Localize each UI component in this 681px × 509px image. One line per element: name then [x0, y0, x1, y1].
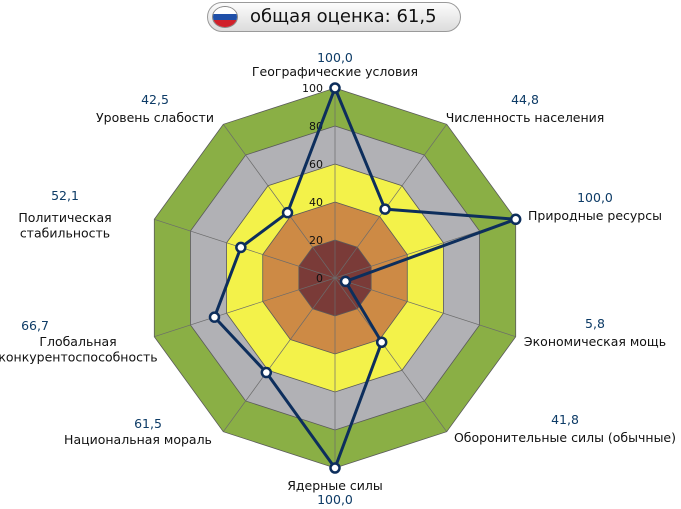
axis-label-2: Природные ресурсы — [528, 208, 662, 223]
axis-label-5: Ядерные силы — [287, 478, 383, 493]
value-label-4: 41,8 — [551, 412, 579, 427]
data-point-7 — [208, 311, 221, 323]
axis-label-9: Уровень слабости — [96, 110, 214, 125]
axis-label-4: Оборонительные силы (обычные) — [454, 430, 676, 445]
value-label-9: 42,5 — [141, 92, 169, 107]
r-tick-label-20: 20 — [309, 234, 323, 247]
data-point-2 — [509, 213, 522, 226]
axis-label-8: Политическая стабильность — [18, 210, 111, 241]
r-tick-label-40: 40 — [309, 196, 323, 209]
value-label-6: 61,5 — [134, 416, 162, 431]
spoke-7 — [154, 277, 336, 338]
r-tick-label-60: 60 — [309, 158, 323, 171]
value-label-3: 5,8 — [585, 316, 605, 331]
axis-label-3: Экономическая мощь — [524, 334, 666, 349]
data-point-0 — [329, 82, 341, 94]
value-label-5: 100,0 — [317, 492, 353, 507]
value-label-8: 52,1 — [51, 188, 79, 203]
axis-label-6: Национальная мораль — [64, 432, 212, 447]
flag-stripe-blue — [213, 13, 237, 21]
spoke-1 — [334, 124, 447, 279]
r-tick-label-100: 100 — [302, 82, 323, 95]
axis-label-0: Географические условия — [252, 64, 418, 79]
data-point-3 — [339, 275, 352, 288]
data-point-4 — [375, 336, 388, 349]
value-label-0: 100,0 — [317, 50, 353, 65]
russia-flag-icon — [212, 6, 238, 28]
overall-score-badge: общая оценка: 61,5 — [207, 2, 461, 32]
data-point-5 — [329, 462, 341, 474]
spoke-9 — [223, 124, 336, 279]
value-label-7: 66,7 — [21, 318, 49, 333]
data-point-1 — [379, 203, 391, 215]
flag-stripe-white — [213, 7, 237, 14]
value-label-2: 100,0 — [577, 190, 613, 205]
spoke-4 — [334, 277, 447, 432]
value-label-1: 44,8 — [511, 92, 539, 107]
data-point-9 — [281, 206, 294, 219]
axis-label-1: Численность населения — [446, 110, 605, 125]
flag-stripe-red — [213, 20, 237, 27]
r-tick-label-0: 0 — [316, 272, 323, 285]
spoke-6 — [223, 277, 336, 432]
data-point-6 — [260, 366, 273, 379]
spoke-3 — [334, 277, 516, 338]
axis-label-7: Глобальная конкурентоспособность — [0, 334, 158, 365]
data-point-8 — [235, 241, 247, 254]
chart-title: общая оценка: 61,5 — [250, 6, 437, 27]
